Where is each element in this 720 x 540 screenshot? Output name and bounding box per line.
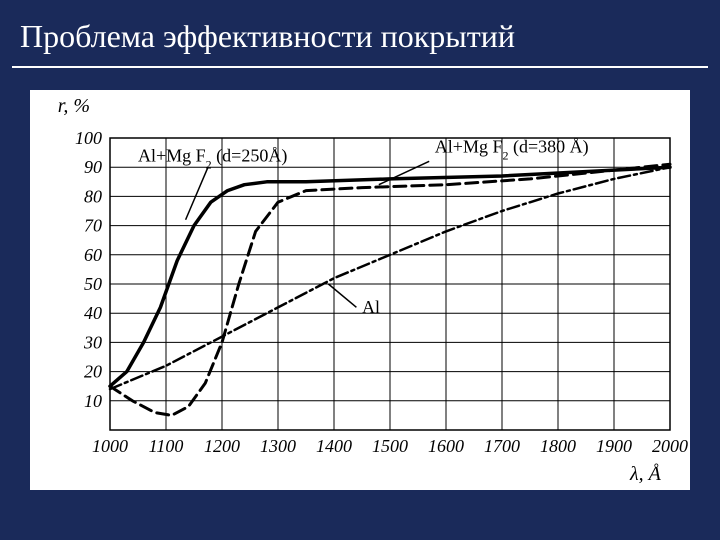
svg-text:1400: 1400 xyxy=(316,436,352,456)
svg-text:1800: 1800 xyxy=(540,436,576,456)
svg-text:1500: 1500 xyxy=(372,436,408,456)
svg-text:1900: 1900 xyxy=(596,436,632,456)
svg-text:1700: 1700 xyxy=(484,436,520,456)
svg-text:10: 10 xyxy=(84,391,102,411)
svg-text:100: 100 xyxy=(75,128,102,148)
svg-text:60: 60 xyxy=(84,245,102,265)
svg-text:90: 90 xyxy=(84,157,102,177)
svg-text:70: 70 xyxy=(84,216,102,236)
svg-text:80: 80 xyxy=(84,186,102,206)
svg-text:1600: 1600 xyxy=(428,436,464,456)
svg-text:40: 40 xyxy=(84,303,102,323)
svg-text:r, %: r, % xyxy=(58,95,90,117)
svg-text:λ, Å: λ, Å xyxy=(629,463,662,485)
slide-title: Проблема эффективности покрытий xyxy=(0,0,720,55)
svg-text:2000: 2000 xyxy=(652,436,688,456)
svg-text:1300: 1300 xyxy=(260,436,296,456)
svg-text:20: 20 xyxy=(84,362,102,382)
svg-text:1200: 1200 xyxy=(204,436,240,456)
svg-text:1000: 1000 xyxy=(92,436,128,456)
title-underline xyxy=(12,66,708,68)
svg-text:1100: 1100 xyxy=(149,436,184,456)
svg-text:30: 30 xyxy=(83,332,102,352)
series-label: Al xyxy=(362,297,380,317)
svg-text:50: 50 xyxy=(84,274,102,294)
reflectance-chart: 10 20 30 40 50 60 70 80 90 100 1000 1100 1200 1300 140… xyxy=(30,90,690,490)
